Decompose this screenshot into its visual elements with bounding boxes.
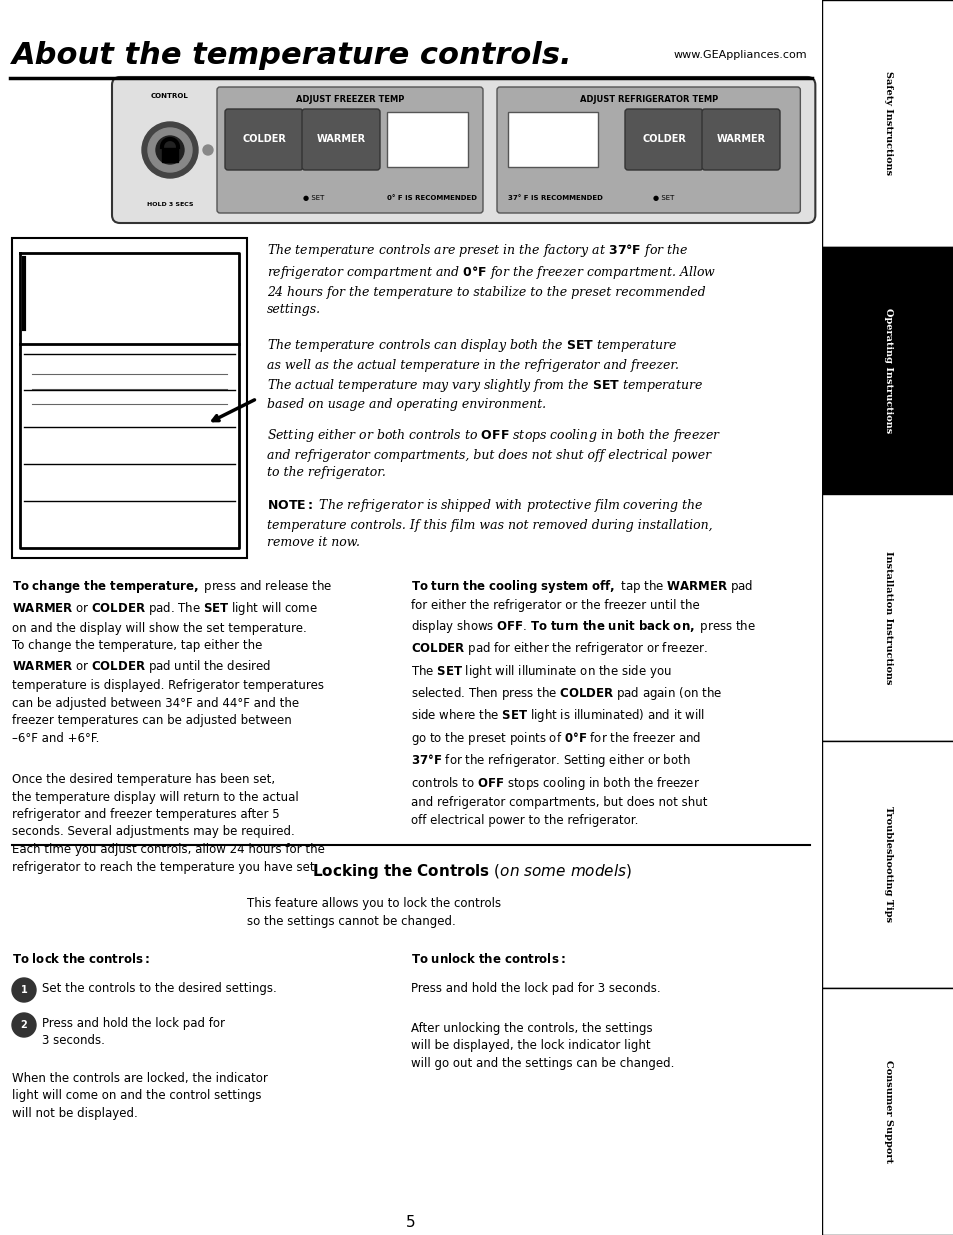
Text: CONTROL: CONTROL xyxy=(151,93,189,99)
Text: www.GEAppliances.com: www.GEAppliances.com xyxy=(673,49,806,61)
FancyBboxPatch shape xyxy=(497,86,800,212)
Circle shape xyxy=(148,128,192,172)
Bar xyxy=(821,741,953,988)
Text: WARMER: WARMER xyxy=(716,135,764,144)
Text: ADJUST REFRIGERATOR TEMP: ADJUST REFRIGERATOR TEMP xyxy=(578,95,717,104)
Text: COLDER: COLDER xyxy=(641,135,685,144)
Text: 5: 5 xyxy=(406,1215,416,1230)
FancyBboxPatch shape xyxy=(225,109,303,170)
Text: Installation Instructions: Installation Instructions xyxy=(882,551,892,684)
Text: This feature allows you to lock the controls
so the settings cannot be changed.: This feature allows you to lock the cont… xyxy=(247,897,500,927)
Text: Press and hold the lock pad for 3 seconds.: Press and hold the lock pad for 3 second… xyxy=(411,982,659,995)
Text: ● SET: ● SET xyxy=(653,195,674,201)
Text: $\mathit{\mathbf{NOTE:}}$ The refrigerator is shipped with protective film cover: $\mathit{\mathbf{NOTE:}}$ The refrigerat… xyxy=(267,496,712,550)
Bar xyxy=(162,148,178,162)
Text: After unlocking the controls, the settings
will be displayed, the lock indicator: After unlocking the controls, the settin… xyxy=(411,1023,674,1070)
Text: When the controls are locked, the indicator
light will come on and the control s: When the controls are locked, the indica… xyxy=(12,1072,268,1120)
Bar xyxy=(507,112,598,167)
Text: $\mathit{\mathbf{Locking\ the\ Controls}}$ $(on\ some\ models)$: $\mathit{\mathbf{Locking\ the\ Controls}… xyxy=(313,862,632,881)
FancyBboxPatch shape xyxy=(302,109,379,170)
Text: Troubleshooting Tips: Troubleshooting Tips xyxy=(882,806,892,923)
Text: Safety Instructions: Safety Instructions xyxy=(882,72,892,175)
Circle shape xyxy=(12,1013,36,1037)
Text: Setting either or both controls to $\mathbf{OFF}$ stops cooling in both the free: Setting either or both controls to $\mat… xyxy=(267,427,720,479)
Text: 2: 2 xyxy=(21,1020,28,1030)
Bar xyxy=(821,494,953,741)
Text: About the temperature controls.: About the temperature controls. xyxy=(12,41,572,69)
Circle shape xyxy=(156,136,184,164)
Text: 0° F IS RECOMMENDED: 0° F IS RECOMMENDED xyxy=(387,195,476,201)
Bar xyxy=(821,247,953,494)
FancyBboxPatch shape xyxy=(624,109,702,170)
Circle shape xyxy=(12,978,36,1002)
Text: Press and hold the lock pad for
3 seconds.: Press and hold the lock pad for 3 second… xyxy=(42,1016,225,1047)
Text: Once the desired temperature has been set,
the temperature display will return t: Once the desired temperature has been se… xyxy=(12,773,325,873)
Bar xyxy=(12,238,247,558)
Text: $\mathit{\mathbf{To\ turn\ the\ cooling\ system\ off,}}$ tap the $\mathbf{WARMER: $\mathit{\mathbf{To\ turn\ the\ cooling\… xyxy=(411,578,755,826)
Text: The temperature controls are preset in the factory at $\mathbf{37°F}$ for the
re: The temperature controls are preset in t… xyxy=(267,242,716,316)
Bar xyxy=(387,112,468,167)
Text: Consumer Support: Consumer Support xyxy=(882,1060,892,1163)
Text: The temperature controls can display both the $\mathbf{SET}$ temperature
as well: The temperature controls can display bot… xyxy=(267,337,702,411)
FancyBboxPatch shape xyxy=(112,77,815,224)
FancyBboxPatch shape xyxy=(216,86,482,212)
Bar xyxy=(821,988,953,1235)
Circle shape xyxy=(142,122,198,178)
Text: $\mathit{\mathbf{To\ unlock\ the\ controls:}}$: $\mathit{\mathbf{To\ unlock\ the\ contro… xyxy=(411,952,565,966)
Text: WARMER: WARMER xyxy=(316,135,365,144)
Text: COLDER: COLDER xyxy=(242,135,286,144)
Text: Operating Instructions: Operating Instructions xyxy=(882,308,892,433)
Text: $\mathit{\mathbf{To\ change\ the\ temperature,}}$ press and release the
$\mathbf: $\mathit{\mathbf{To\ change\ the\ temper… xyxy=(12,578,333,745)
Text: ● SET: ● SET xyxy=(303,195,324,201)
Text: 37° F IS RECOMMENDED: 37° F IS RECOMMENDED xyxy=(507,195,602,201)
Text: 1: 1 xyxy=(21,986,28,995)
Bar xyxy=(821,0,953,247)
Text: ADJUST FREEZER TEMP: ADJUST FREEZER TEMP xyxy=(295,95,404,104)
FancyBboxPatch shape xyxy=(701,109,780,170)
Text: $\mathit{\mathbf{To\ lock\ the\ controls:}}$: $\mathit{\mathbf{To\ lock\ the\ controls… xyxy=(12,952,150,966)
Circle shape xyxy=(203,144,213,156)
Text: Set the controls to the desired settings.: Set the controls to the desired settings… xyxy=(42,982,276,995)
Text: HOLD 3 SECS: HOLD 3 SECS xyxy=(147,203,193,207)
